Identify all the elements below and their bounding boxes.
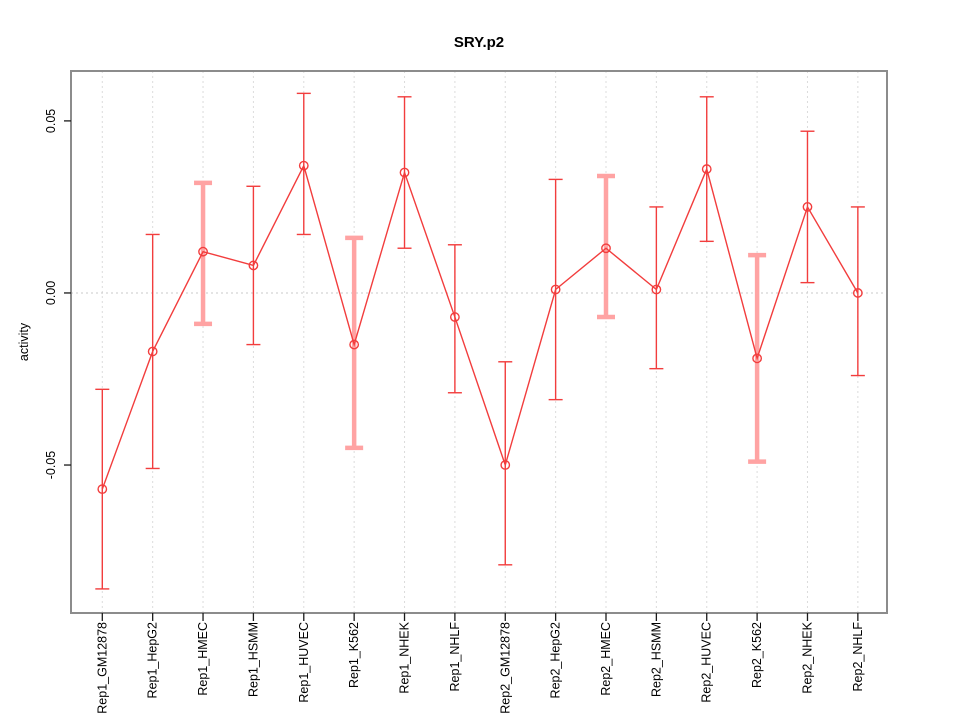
data-point [97, 484, 108, 495]
data-point [550, 284, 561, 295]
data-points [97, 160, 863, 495]
data-point [500, 460, 511, 470]
error-bars [95, 92, 865, 590]
x-tick-label: Rep1_K562 [347, 622, 361, 688]
x-tick-label: Rep2_GM12878 [498, 622, 512, 714]
series-line [101, 163, 859, 490]
x-tick-label: Rep1_HUVEC [297, 622, 311, 703]
plot-border [70, 70, 888, 614]
x-tick-label: Rep2_NHEK [800, 621, 814, 693]
data-point [601, 243, 611, 254]
data-point [752, 353, 763, 364]
x-tick-label: Rep2_HMEC [599, 622, 613, 696]
x-tick-label: Rep1_GM12878 [95, 622, 109, 714]
data-point [147, 346, 158, 357]
x-tick-label: Rep2_NHLF [851, 622, 865, 692]
x-tick-label: Rep1_NHEK [398, 621, 412, 693]
data-point [701, 164, 712, 174]
x-tick-label: Rep1_HepG2 [146, 622, 160, 698]
error-bar [597, 173, 615, 320]
x-tick-label: Rep1_NHLF [448, 622, 462, 692]
error-bar [194, 180, 213, 327]
x-tick-label: Rep1_HMEC [196, 622, 210, 696]
data-point [399, 167, 410, 178]
y-tick-label: -0.05 [44, 451, 58, 480]
data-point [852, 288, 863, 298]
chart-title: SRY.p2 [454, 34, 504, 51]
data-point [298, 160, 309, 171]
data-point [198, 246, 208, 257]
data-point [248, 260, 259, 271]
x-tick-label: Rep1_HSMM [246, 622, 260, 697]
x-tick-label: Rep2_HSMM [649, 622, 663, 697]
y-axis-label: activity [17, 322, 31, 361]
y-axis: 0.05 0.00 -0.05 [44, 109, 71, 480]
data-point [651, 284, 662, 295]
x-tick-label: Rep2_HUVEC [700, 622, 714, 703]
y-tick-label: 0.00 [44, 281, 58, 305]
data-point [449, 312, 460, 322]
data-point [802, 202, 813, 212]
y-tick-label: 0.05 [44, 109, 58, 133]
error-bar [850, 206, 865, 377]
error-bar [95, 388, 110, 590]
data-point [349, 339, 360, 350]
gridlines [71, 71, 887, 613]
error-bar [296, 92, 311, 236]
x-tick-label: Rep2_K562 [750, 622, 764, 688]
x-axis: Rep1_GM12878 Rep1_HepG2 Rep1_HMEC Rep1_HSMM… [95, 613, 865, 714]
x-tick-label: Rep2_HepG2 [549, 622, 563, 698]
